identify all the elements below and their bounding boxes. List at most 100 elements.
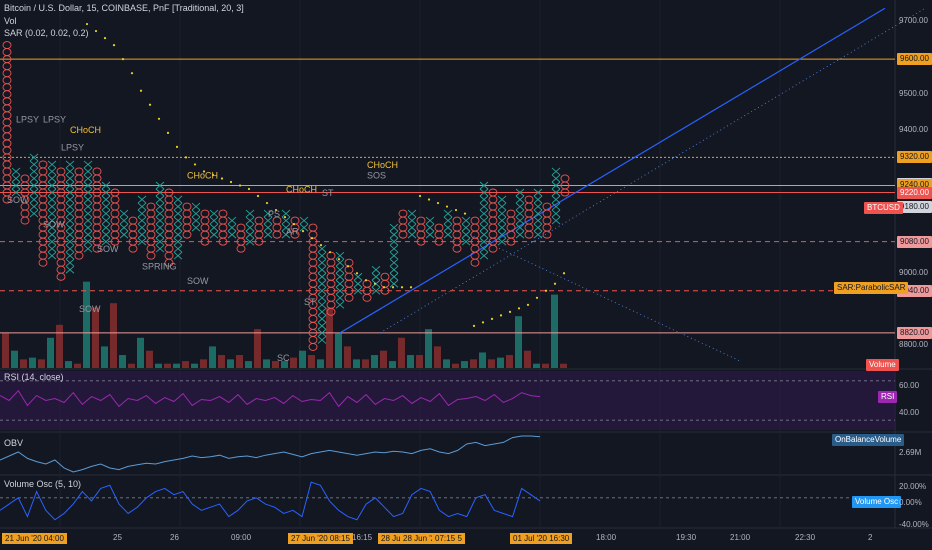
pnf-x-box	[191, 223, 201, 232]
pnf-x-box	[479, 181, 489, 190]
sar-dot	[256, 194, 260, 198]
volume-bar	[434, 346, 441, 368]
sar-dot	[436, 201, 440, 205]
volume-legend[interactable]: Vol	[4, 16, 17, 26]
time-label: 09:00	[231, 533, 252, 542]
pnf-o-box	[326, 265, 336, 274]
pnf-x-box	[155, 209, 165, 218]
volume-bar	[344, 346, 351, 368]
pnf-x-box	[371, 265, 381, 274]
volume-osc-legend[interactable]: Volume Osc (5, 10)	[4, 479, 82, 489]
volume-osc-tag[interactable]: Volume Osc	[852, 496, 902, 508]
sar-dot	[292, 222, 296, 226]
pnf-o-box	[470, 251, 480, 260]
pnf-x-box	[47, 244, 57, 253]
pnf-x-box	[479, 216, 489, 225]
wyckoff-annotation: PS	[268, 209, 280, 219]
pnf-x-box	[173, 209, 183, 218]
pnf-x-box	[155, 188, 165, 197]
pnf-o-box	[2, 174, 12, 183]
sar-legend[interactable]: SAR (0.02, 0.02, 0.2)	[4, 28, 89, 38]
pnf-o-box	[344, 272, 354, 281]
pnf-o-box	[2, 111, 12, 120]
sar-dot	[337, 258, 341, 261]
pnf-o-box	[38, 251, 48, 260]
time-label: 25	[113, 533, 122, 542]
pnf-o-box	[434, 230, 444, 239]
time-label: 2	[868, 533, 873, 542]
pnf-x-box	[173, 216, 183, 225]
pnf-o-box	[146, 209, 156, 218]
pnf-x-box	[497, 237, 507, 246]
pnf-o-box	[182, 202, 192, 211]
pnf-o-box	[146, 251, 156, 260]
pnf-o-box	[434, 223, 444, 232]
pnf-o-box	[164, 230, 174, 239]
pnf-o-box	[344, 293, 354, 302]
pnf-x-box	[47, 237, 57, 246]
pnf-x-box	[317, 329, 327, 337]
wyckoff-annotation: SC	[277, 353, 290, 363]
pnf-o-box	[218, 209, 228, 218]
pnf-x-box	[497, 195, 507, 204]
volume-tag[interactable]: Volume	[866, 359, 899, 371]
pnf-x-box	[101, 230, 111, 239]
wyckoff-annotation: SPRING	[142, 262, 177, 272]
volume-bar	[470, 359, 477, 368]
rsi-legend[interactable]: RSI (14, close)	[4, 372, 64, 382]
rsi-tag[interactable]: RSI	[878, 391, 898, 403]
pnf-o-box	[182, 230, 192, 239]
pnf-o-box	[38, 244, 48, 253]
pnf-o-box	[74, 202, 84, 211]
pnf-o-box	[254, 216, 264, 225]
pnf-x-box	[191, 202, 201, 211]
pnf-x-box	[155, 202, 165, 211]
pnf-x-box	[407, 216, 417, 225]
volume-bar	[137, 337, 144, 368]
symbol-title[interactable]: Bitcoin / U.S. Dollar, 15, COINBASE, PnF…	[4, 3, 244, 13]
pnf-x-box	[173, 251, 183, 260]
pnf-x-box	[65, 258, 75, 267]
pnf-x-box	[119, 223, 129, 232]
btcusd-tag[interactable]: BTCUSD	[864, 202, 903, 214]
volume-bar	[119, 355, 126, 368]
pnf-x-box	[335, 293, 345, 302]
pnf-x-box	[245, 216, 255, 225]
pnf-x-box	[29, 188, 39, 197]
volume-bar	[200, 359, 207, 368]
pnf-o-box	[542, 209, 552, 218]
pnf-o-box	[506, 230, 516, 239]
volume-bar	[353, 359, 360, 368]
pnf-x-box	[425, 216, 435, 225]
wyckoff-annotation: SOW	[43, 220, 65, 230]
pnf-o-box	[236, 230, 246, 239]
pnf-x-box	[245, 209, 255, 218]
pnf-x-box	[515, 230, 525, 239]
pnf-x-box	[461, 216, 471, 225]
sar-dot	[445, 205, 449, 208]
pnf-o-box	[272, 216, 282, 225]
sar-tag[interactable]: SAR:ParabolicSAR	[834, 282, 909, 294]
pnf-o-box	[38, 230, 48, 239]
pnf-o-box	[146, 244, 156, 253]
pnf-o-box	[398, 209, 408, 218]
pnf-o-box	[56, 167, 66, 176]
sar-dot	[130, 72, 134, 75]
volume-bar	[407, 355, 414, 368]
wyckoff-annotation: CHoCH	[187, 170, 218, 180]
pnf-o-box	[2, 167, 12, 176]
pnf-x-box	[389, 258, 399, 267]
obv-legend[interactable]: OBV	[4, 438, 24, 448]
pnf-x-box	[83, 202, 93, 211]
pnf-o-box	[164, 209, 174, 218]
sar-dot	[265, 201, 269, 205]
pnf-o-box	[164, 251, 174, 260]
sar-dot	[193, 163, 197, 166]
pnf-o-box	[2, 160, 12, 169]
pnf-o-box	[92, 202, 102, 211]
pnf-o-box	[74, 244, 84, 253]
pnf-o-box	[56, 272, 66, 281]
obv-tag[interactable]: OnBalanceVolume	[832, 434, 905, 446]
pnf-x-box	[425, 223, 435, 232]
